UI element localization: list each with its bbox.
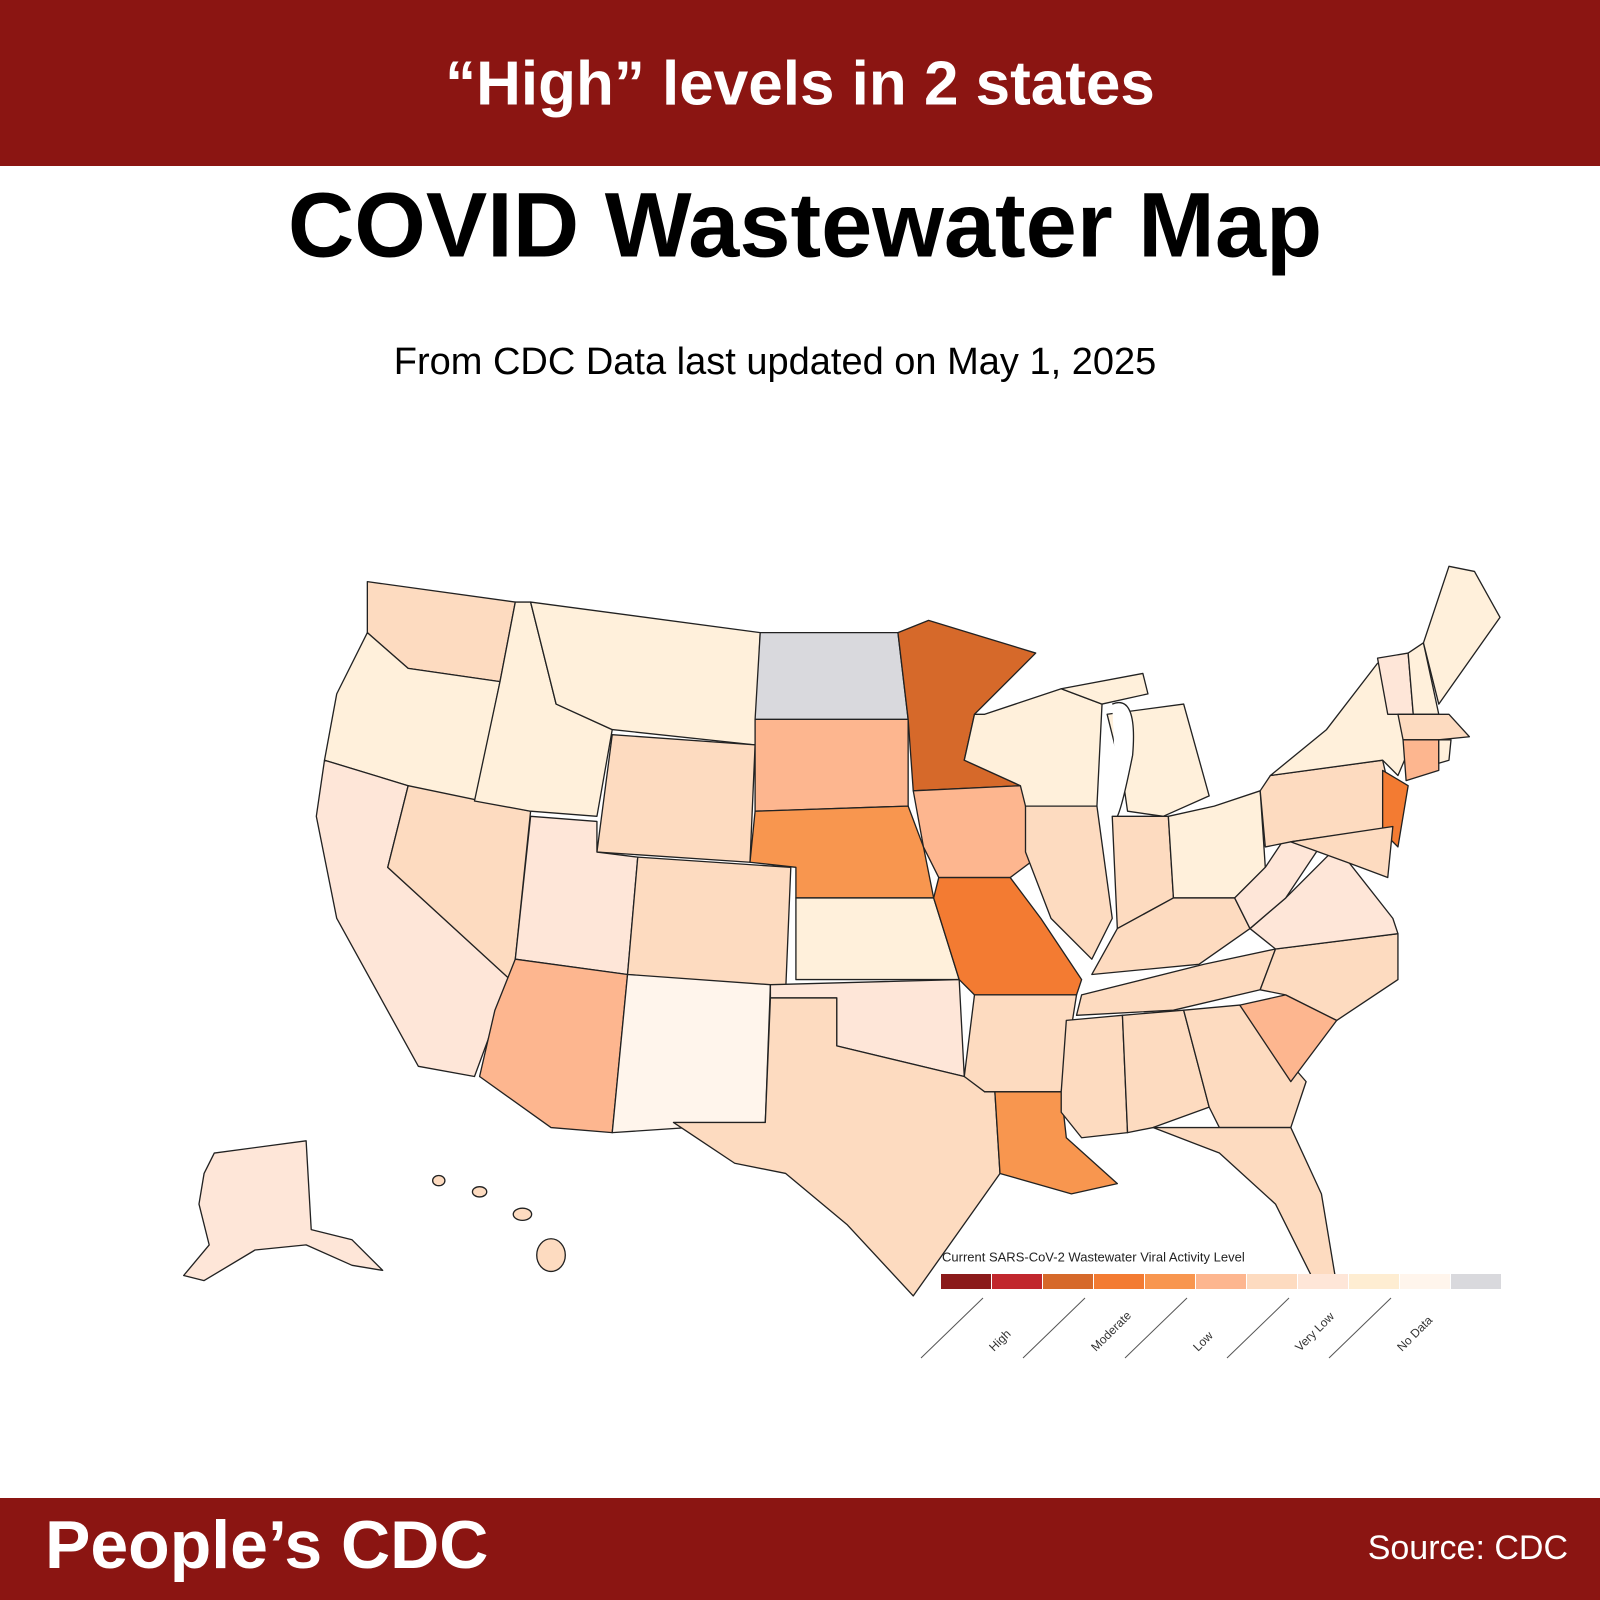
state	[1121, 1009, 1210, 1134]
legend-swatch	[1298, 1274, 1348, 1289]
legend-swatch	[1196, 1274, 1246, 1289]
lake	[1111, 702, 1135, 817]
legend-label: Very Low	[1292, 1309, 1337, 1354]
state	[1290, 825, 1394, 879]
source: Source: CDC	[1368, 1529, 1568, 1567]
legend-label: High	[986, 1327, 1013, 1354]
header-band	[0, 0, 1600, 166]
us-map	[183, 565, 1501, 1297]
state	[1438, 739, 1452, 764]
footer-band	[0, 1498, 1600, 1600]
state	[536, 1238, 566, 1273]
state	[611, 973, 772, 1134]
state	[1024, 805, 1113, 960]
state	[626, 856, 792, 991]
legend-label: No Data	[1394, 1313, 1435, 1354]
state	[512, 1207, 533, 1222]
legend-swatch	[1451, 1274, 1501, 1289]
legend: Current SARS-CoV-2 Wastewater Viral Acti…	[920, 1249, 1501, 1359]
state	[963, 994, 1078, 1093]
legend-divider	[1124, 1297, 1188, 1359]
state	[1402, 739, 1440, 782]
brand: People’s CDC	[45, 1507, 488, 1583]
legend-swatch	[1145, 1274, 1195, 1289]
legend-divider	[1226, 1297, 1290, 1359]
legend-label: Moderate	[1088, 1308, 1134, 1354]
state	[1422, 565, 1501, 705]
state	[1060, 672, 1149, 705]
legend-divider	[1328, 1297, 1392, 1359]
headline: “High” levels in 2 states	[445, 49, 1155, 118]
state	[754, 718, 909, 812]
legend-swatch	[941, 1274, 991, 1289]
state	[596, 734, 756, 863]
legend-divider	[920, 1297, 984, 1359]
state	[754, 631, 909, 721]
state	[431, 1174, 446, 1187]
state	[183, 1140, 384, 1282]
legend-swatch	[1349, 1274, 1399, 1289]
legend-label: Low	[1190, 1328, 1216, 1354]
state	[529, 601, 761, 746]
legend-swatch	[1400, 1274, 1450, 1289]
state	[672, 997, 1001, 1297]
state	[471, 1186, 488, 1198]
legend-swatch	[1043, 1274, 1093, 1289]
subtitle: From CDC Data last updated on May 1, 202…	[394, 341, 1157, 383]
legend-swatch	[1094, 1274, 1144, 1289]
title: COVID Wastewater Map	[288, 174, 1322, 276]
legend-title: Current SARS-CoV-2 Wastewater Viral Acti…	[942, 1249, 1245, 1264]
state	[795, 897, 960, 981]
legend-divider	[1022, 1297, 1086, 1359]
legend-swatch	[1247, 1274, 1297, 1289]
state	[1060, 1014, 1129, 1139]
legend-swatch	[992, 1274, 1042, 1289]
state	[1397, 713, 1471, 741]
